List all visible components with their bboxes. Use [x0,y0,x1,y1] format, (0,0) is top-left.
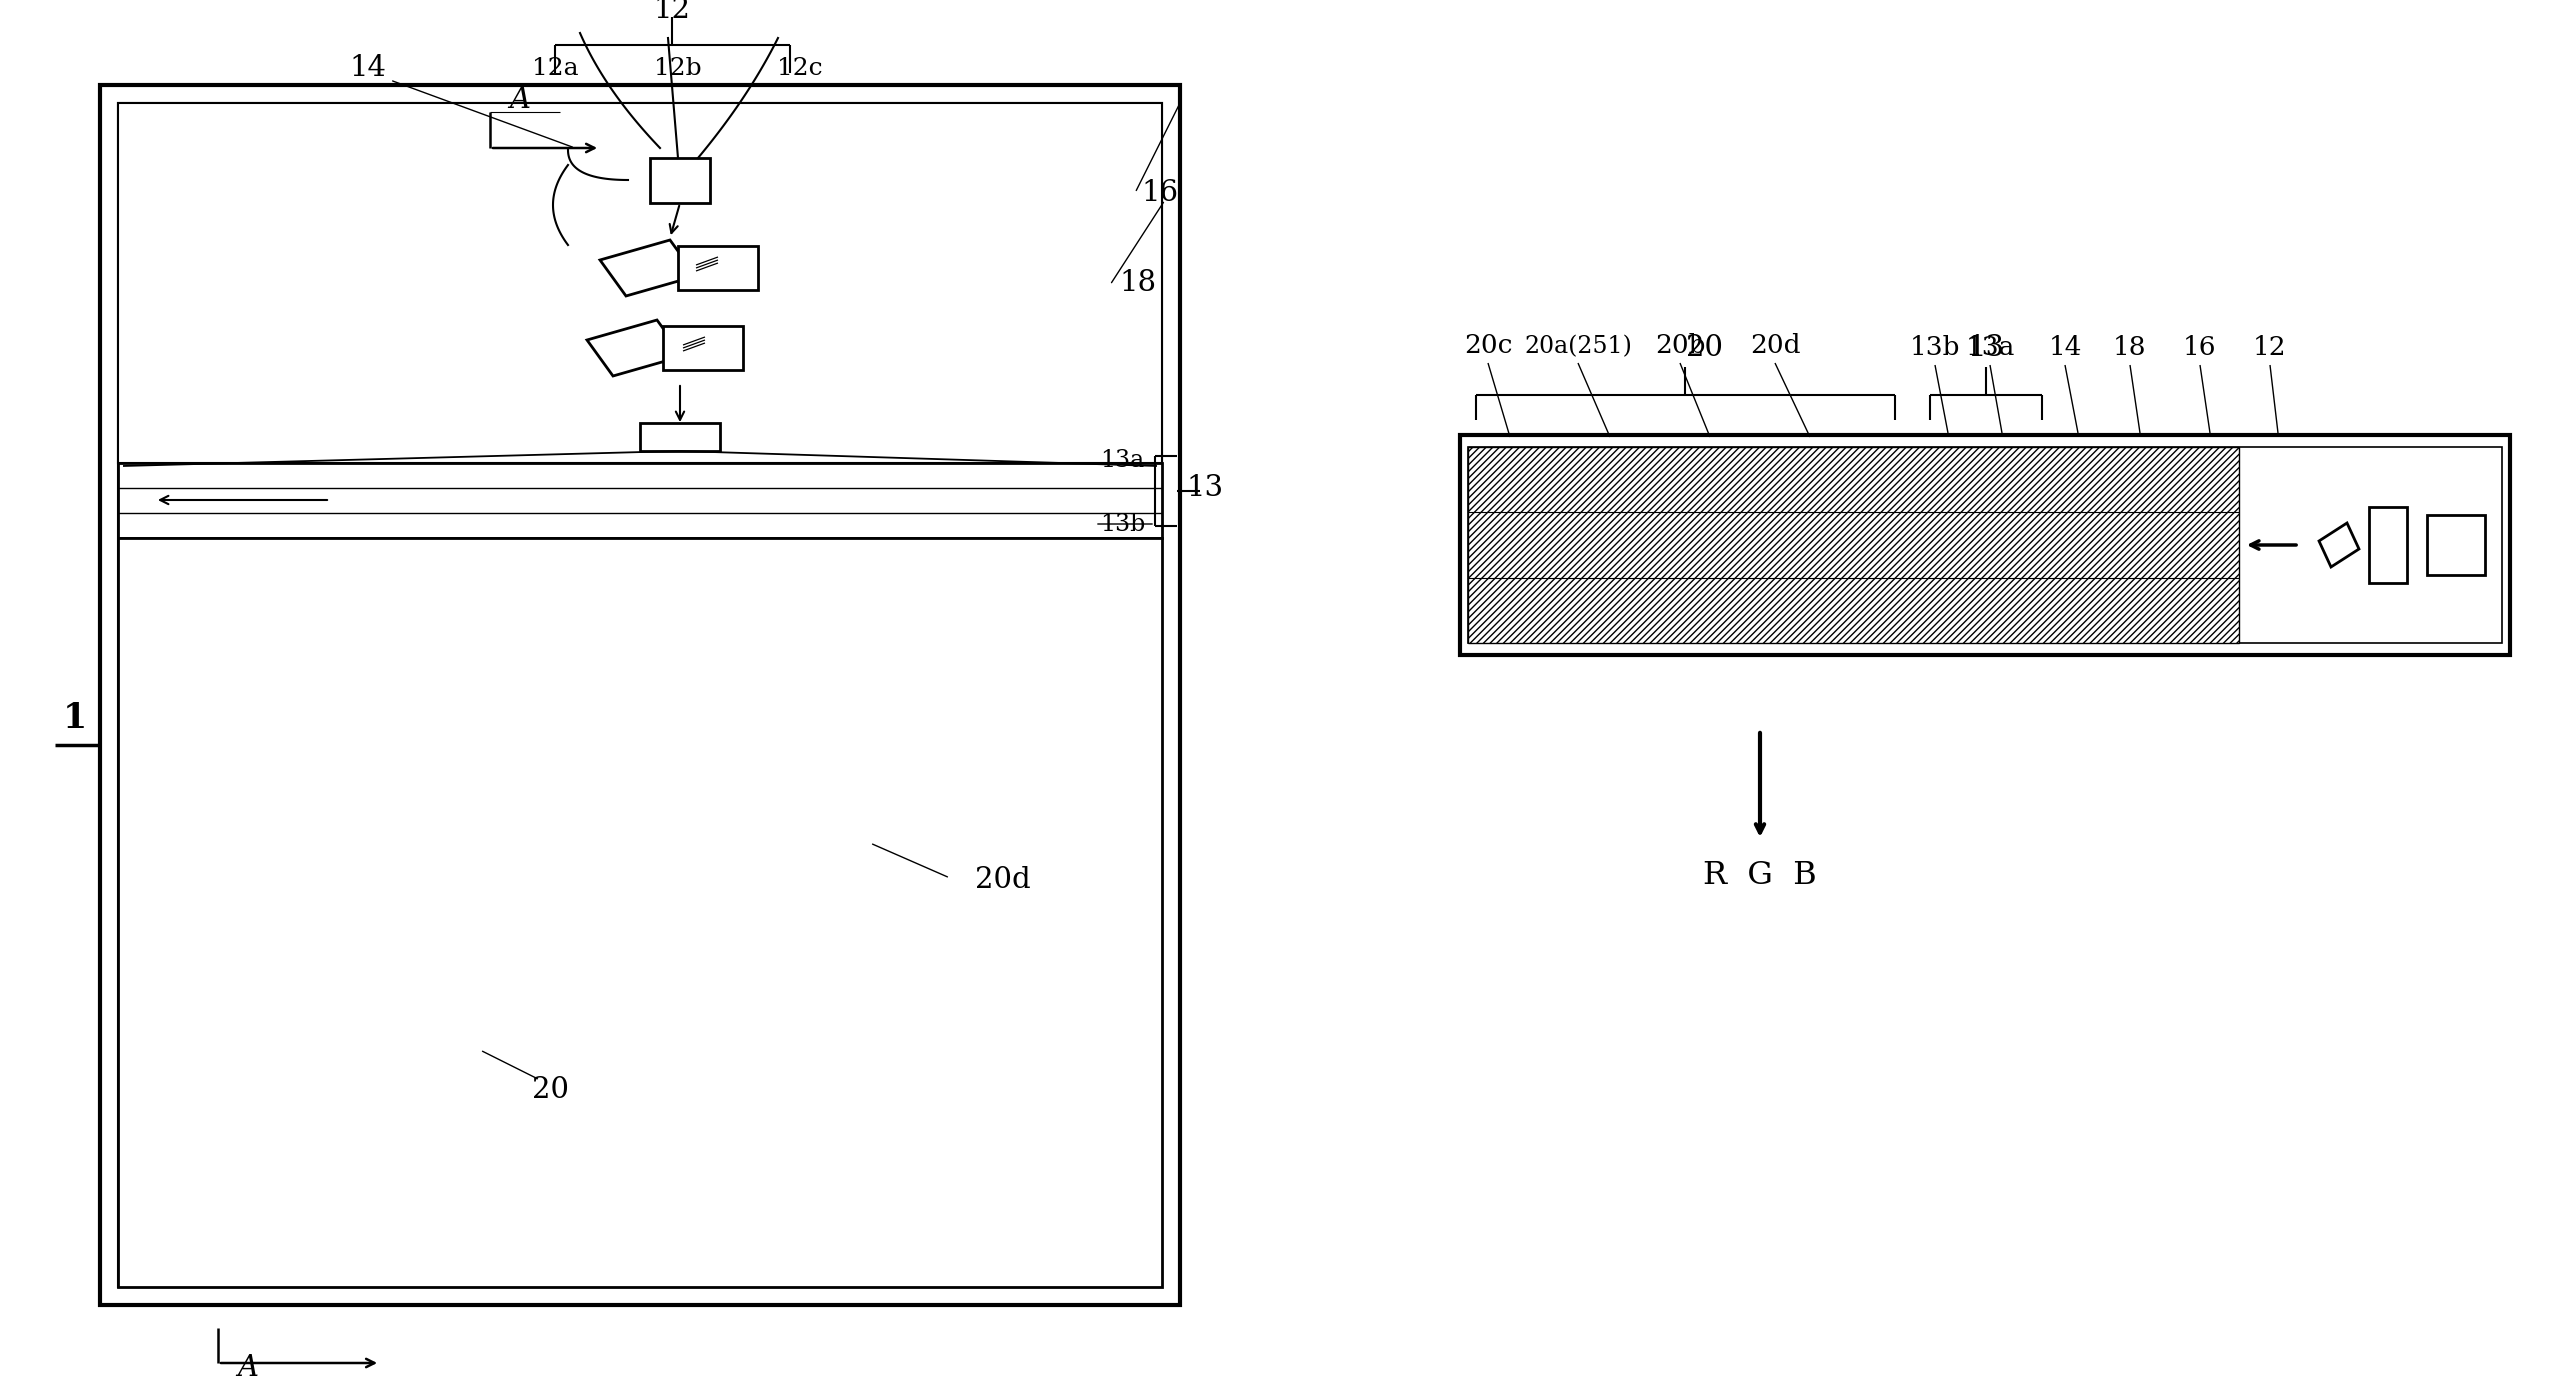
Text: 12b: 12b [655,57,701,79]
Bar [678,246,757,290]
Text: 13b: 13b [1910,335,1961,359]
Bar [117,103,1163,464]
Bar [117,464,1163,539]
Text: 14: 14 [2048,335,2081,359]
Text: 13a: 13a [1099,448,1145,472]
Text: 20b: 20b [1655,333,1706,358]
Text: 14: 14 [349,54,388,82]
Text: 20d: 20d [974,866,1030,894]
Text: 13: 13 [1186,473,1224,502]
Text: 20c: 20c [1464,333,1512,358]
Polygon shape [2318,523,2359,568]
Bar [1469,447,2239,643]
Bar [1461,434,2509,655]
Text: A: A [237,1355,258,1382]
Polygon shape [586,321,683,376]
Text: 20d: 20d [1749,333,1800,358]
Text: 16: 16 [2183,335,2216,359]
Text: R  G  B: R G B [1703,859,1816,891]
Bar [99,85,1181,1305]
Text: 12c: 12c [778,57,824,79]
Text: 18: 18 [2114,335,2147,359]
Text: 20: 20 [1686,335,1724,362]
Bar [117,103,1163,1287]
Text: 13b: 13b [1099,512,1145,536]
Text: 13: 13 [1969,335,2004,362]
Text: 12a: 12a [533,57,579,79]
Text: 16: 16 [1142,179,1178,207]
Bar [117,539,1163,1287]
Text: A: A [510,86,530,114]
Bar [2369,507,2407,583]
Text: 20: 20 [530,1076,569,1103]
Bar [2428,515,2486,575]
Text: 20a(251): 20a(251) [1525,335,1632,358]
Text: 12: 12 [2254,335,2287,359]
Text: 18: 18 [1119,269,1158,297]
Text: 13a: 13a [1966,335,2014,359]
Bar [663,326,742,371]
Bar [1469,447,2502,643]
Bar [650,158,709,203]
Bar [640,423,719,451]
Polygon shape [599,240,696,296]
Text: 12: 12 [653,0,691,24]
Text: 1: 1 [64,701,87,736]
